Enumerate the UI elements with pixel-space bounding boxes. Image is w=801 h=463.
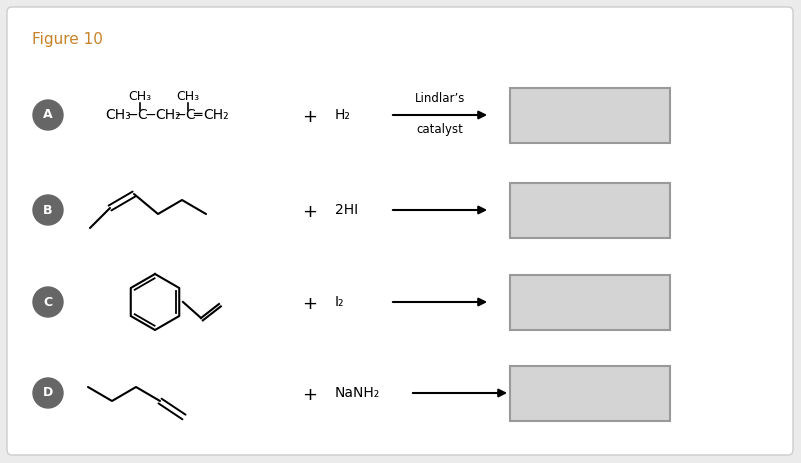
- Text: B: B: [43, 204, 53, 217]
- Text: C: C: [185, 108, 195, 122]
- Text: 2HI: 2HI: [335, 203, 358, 217]
- Text: H₂: H₂: [335, 108, 351, 122]
- Text: CH₃: CH₃: [128, 90, 151, 104]
- Text: −: −: [127, 108, 139, 122]
- Text: ═: ═: [193, 108, 201, 122]
- Bar: [510, 182, 670, 238]
- Text: Figure 10: Figure 10: [32, 32, 103, 47]
- Text: I₂: I₂: [335, 295, 344, 309]
- Circle shape: [33, 195, 63, 225]
- Text: D: D: [43, 387, 53, 400]
- Circle shape: [33, 287, 63, 317]
- Text: +: +: [303, 295, 317, 313]
- Circle shape: [33, 378, 63, 408]
- Bar: [510, 365, 670, 420]
- Text: catalyst: catalyst: [417, 123, 464, 136]
- Text: CH₃: CH₃: [105, 108, 131, 122]
- Text: C: C: [43, 295, 53, 308]
- Text: −: −: [145, 108, 157, 122]
- Text: +: +: [303, 203, 317, 221]
- Text: CH₂: CH₂: [203, 108, 228, 122]
- Bar: [510, 275, 670, 330]
- FancyBboxPatch shape: [7, 7, 793, 455]
- Text: NaNH₂: NaNH₂: [335, 386, 380, 400]
- Text: CH₂: CH₂: [155, 108, 180, 122]
- Text: CH₃: CH₃: [176, 90, 199, 104]
- Text: A: A: [43, 108, 53, 121]
- Circle shape: [33, 100, 63, 130]
- Bar: [510, 88, 670, 143]
- Text: C: C: [137, 108, 147, 122]
- Text: Lindlar’s: Lindlar’s: [415, 92, 465, 105]
- Text: +: +: [303, 386, 317, 404]
- Text: −: −: [175, 108, 187, 122]
- Text: +: +: [303, 108, 317, 126]
